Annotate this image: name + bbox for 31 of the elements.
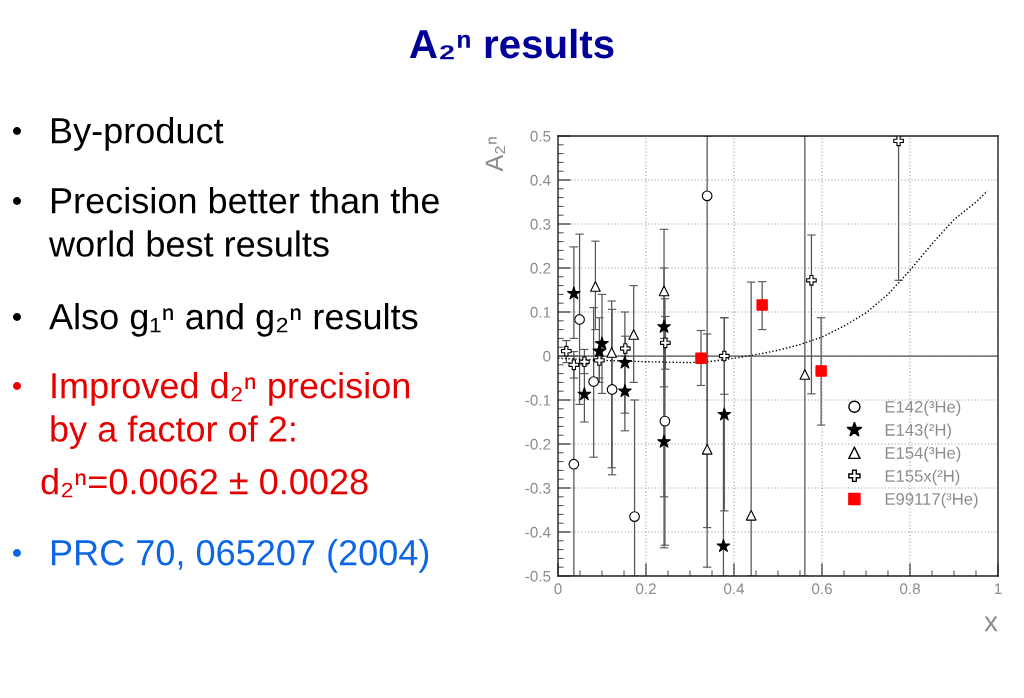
text: Also g₁ⁿ and g₂ⁿ results [49,303,418,337]
x-tick-label: 0.6 [811,583,832,595]
y-tick-label: -0.1 [525,394,551,406]
text: Precision better than the world best results [48,187,439,257]
x-tick-label: 0.8 [899,583,920,595]
legend-label: E154(³He) [885,446,961,463]
y-tick-label: 0.3 [530,218,551,230]
x-tick-label: 1 [994,583,1002,595]
text: By-product [51,117,224,151]
y-tick-label: 0 [543,350,551,362]
legend-label: E155x(²H) [885,469,960,486]
text: PRC 70, 065207 (2004) [51,539,429,573]
x-tick-label: 0 [554,583,562,595]
text: d₂ⁿ=0.0062 ± 0.0028 [41,468,368,498]
y-tick-label: -0.5 [525,570,551,582]
chart-title: A₂ⁿ results [409,28,614,60]
x-tick-label: 0.2 [635,583,656,595]
x-axis-title: x [984,616,998,632]
y-tick-label: 0.1 [530,306,551,318]
legend-label: E142(³He) [885,400,961,417]
y-tick-label: -0.2 [525,438,551,450]
y-tick-label: 0.5 [530,130,551,142]
y-tick-label: -0.4 [525,526,551,538]
y-tick-label: -0.3 [525,482,551,494]
legend-label: E99117(³He) [885,492,978,509]
y-axis-title: A₂ⁿ [485,137,506,172]
y-tick-label: 0.2 [530,262,551,274]
y-tick-label: 0.4 [530,174,551,186]
text: Improved d₂ⁿ precision by a factor of 2: [51,372,410,450]
x-tick-label: 0.4 [723,583,745,595]
legend-label: E143(²H) [885,423,951,440]
